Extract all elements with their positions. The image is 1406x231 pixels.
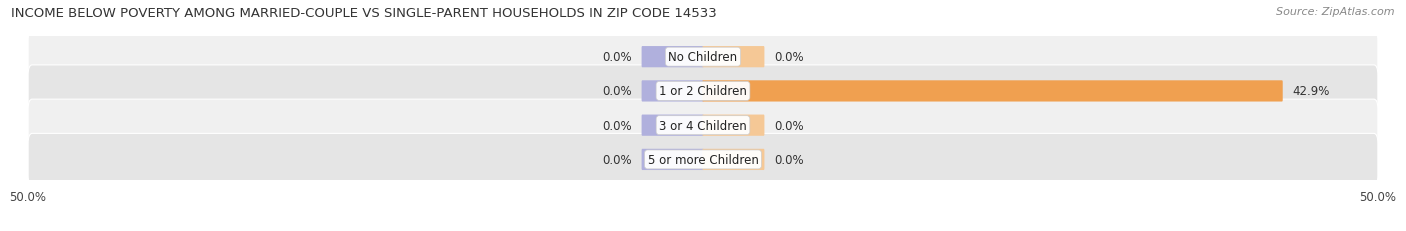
FancyBboxPatch shape	[28, 66, 1378, 117]
FancyBboxPatch shape	[641, 47, 703, 68]
FancyBboxPatch shape	[703, 115, 765, 136]
FancyBboxPatch shape	[641, 149, 703, 170]
FancyBboxPatch shape	[28, 134, 1378, 186]
Text: No Children: No Children	[668, 51, 738, 64]
Text: 0.0%: 0.0%	[775, 51, 804, 64]
FancyBboxPatch shape	[703, 47, 765, 68]
Text: 0.0%: 0.0%	[775, 153, 804, 166]
FancyBboxPatch shape	[28, 100, 1378, 152]
Text: 0.0%: 0.0%	[602, 85, 631, 98]
Text: INCOME BELOW POVERTY AMONG MARRIED-COUPLE VS SINGLE-PARENT HOUSEHOLDS IN ZIP COD: INCOME BELOW POVERTY AMONG MARRIED-COUPL…	[11, 7, 717, 20]
Text: 5 or more Children: 5 or more Children	[648, 153, 758, 166]
FancyBboxPatch shape	[641, 115, 703, 136]
Text: 0.0%: 0.0%	[602, 51, 631, 64]
FancyBboxPatch shape	[641, 81, 703, 102]
FancyBboxPatch shape	[703, 81, 1282, 102]
Text: 1 or 2 Children: 1 or 2 Children	[659, 85, 747, 98]
Text: 0.0%: 0.0%	[775, 119, 804, 132]
FancyBboxPatch shape	[703, 149, 765, 170]
FancyBboxPatch shape	[28, 31, 1378, 83]
Text: Source: ZipAtlas.com: Source: ZipAtlas.com	[1277, 7, 1395, 17]
Text: 0.0%: 0.0%	[602, 153, 631, 166]
Text: 42.9%: 42.9%	[1294, 85, 1330, 98]
Text: 0.0%: 0.0%	[602, 119, 631, 132]
Text: 3 or 4 Children: 3 or 4 Children	[659, 119, 747, 132]
